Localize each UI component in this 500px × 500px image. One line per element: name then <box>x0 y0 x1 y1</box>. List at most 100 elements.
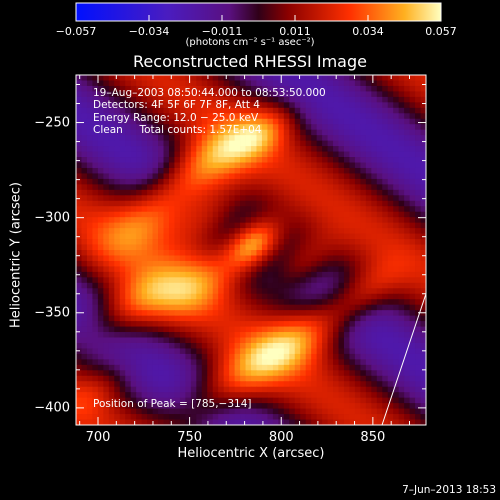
heatmap-cell <box>251 392 257 399</box>
heatmap-cell <box>398 348 405 355</box>
heatmap-cell <box>311 211 318 218</box>
heatmap-cell <box>92 189 99 196</box>
heatmap-cell <box>354 386 361 393</box>
heatmap-cell <box>393 403 400 409</box>
heatmap-cell <box>333 271 339 278</box>
heatmap-cell <box>349 353 356 360</box>
heatmap-cell <box>311 129 318 136</box>
heatmap-cell <box>278 96 285 103</box>
heatmap-cell <box>300 304 307 311</box>
heatmap-cell <box>338 244 345 251</box>
heatmap-cell <box>283 337 290 344</box>
heatmap-cell <box>305 255 312 262</box>
heatmap-cell <box>141 282 148 289</box>
heatmap-cell <box>114 178 121 185</box>
heatmap-cell <box>201 124 208 131</box>
heatmap-cell <box>179 124 186 131</box>
heatmap-cell <box>322 195 328 202</box>
heatmap-cell <box>376 91 383 98</box>
heatmap-cell <box>141 91 148 98</box>
heatmap-cell <box>404 113 410 120</box>
heatmap-cell <box>300 233 307 240</box>
heatmap-cell <box>415 167 421 174</box>
heatmap-cell <box>119 414 126 420</box>
heatmap-cell <box>305 348 312 355</box>
heatmap-cell <box>382 75 389 81</box>
heatmap-cell <box>283 386 290 393</box>
heatmap-cell <box>158 381 164 388</box>
heatmap-cell <box>354 222 361 229</box>
heatmap-cell <box>387 211 394 218</box>
heatmap-cell <box>97 228 104 234</box>
heatmap-cell <box>338 184 345 191</box>
heatmap-cell <box>190 206 197 213</box>
heatmap-cell <box>158 419 164 426</box>
x-tick-label: 850 <box>360 430 386 445</box>
heatmap-cell <box>333 113 339 120</box>
heatmap-cell <box>212 162 219 169</box>
heatmap-cell <box>81 222 88 229</box>
heatmap-cell <box>114 310 121 317</box>
heatmap-cell <box>207 375 214 382</box>
heatmap-cell <box>114 239 121 245</box>
heatmap-cell <box>108 282 115 289</box>
heatmap-cell <box>152 288 159 295</box>
heatmap-cell <box>393 277 400 284</box>
heatmap-cell <box>163 162 170 169</box>
heatmap-cell <box>185 414 192 420</box>
heatmap-cell <box>261 381 268 388</box>
heatmap-cell <box>174 85 181 92</box>
heatmap-cell <box>229 337 235 344</box>
heatmap-cell <box>158 129 164 136</box>
heatmap-cell <box>234 222 241 229</box>
heatmap-cell <box>343 200 350 207</box>
heatmap-cell <box>300 222 307 229</box>
heatmap-cell <box>322 397 328 404</box>
heatmap-cell <box>218 353 225 360</box>
heatmap-cell <box>300 414 307 420</box>
heatmap-cell <box>223 244 230 251</box>
heatmap-cell <box>245 217 252 224</box>
heatmap-cell <box>376 178 383 185</box>
heatmap-cell <box>240 135 246 142</box>
heatmap-cell <box>81 332 88 338</box>
heatmap-cell <box>393 271 400 278</box>
heatmap-cell <box>322 337 328 344</box>
heatmap-cell <box>311 124 318 131</box>
heatmap-cell <box>147 381 153 388</box>
heatmap-cell <box>147 102 153 109</box>
heatmap-cell <box>229 403 235 409</box>
heatmap-cell <box>147 315 153 322</box>
heatmap-cell <box>415 135 421 142</box>
heatmap-cell <box>158 271 164 278</box>
heatmap-cell <box>327 342 334 349</box>
heatmap-cell <box>190 135 197 142</box>
heatmap-cell <box>387 271 394 278</box>
heatmap-cell <box>261 91 268 98</box>
heatmap-cell <box>267 277 274 284</box>
heatmap-cell <box>190 326 197 333</box>
heatmap-cell <box>333 288 339 295</box>
heatmap-cell <box>152 282 159 289</box>
heatmap-cell <box>365 310 372 317</box>
heatmap-cell <box>229 397 235 404</box>
heatmap-cell <box>196 222 203 229</box>
heatmap-cell <box>382 364 389 371</box>
heatmap-cell <box>223 277 230 284</box>
heatmap-cell <box>207 348 214 355</box>
heatmap-cell <box>141 266 148 273</box>
heatmap-cell <box>174 260 181 267</box>
heatmap-cell <box>420 157 427 163</box>
heatmap-cell <box>371 353 378 360</box>
heatmap-cell <box>86 228 93 234</box>
heatmap-cell <box>382 282 389 289</box>
heatmap-cell <box>371 299 378 306</box>
heatmap-cell <box>86 348 93 355</box>
heatmap-cell <box>267 107 274 114</box>
heatmap-cell <box>168 370 175 377</box>
heatmap-cell <box>316 107 323 114</box>
heatmap-cell <box>349 162 356 169</box>
heatmap-cell <box>387 337 394 344</box>
heatmap-cell <box>305 266 312 273</box>
heatmap-cell <box>81 173 88 180</box>
